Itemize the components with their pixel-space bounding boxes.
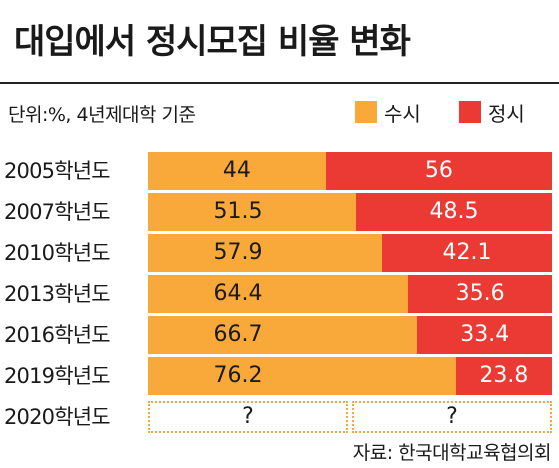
bar-segment-susi bbox=[148, 193, 357, 231]
value-label-susi: ? bbox=[242, 404, 254, 429]
source-note: 자료: 한국대학교육협의회 bbox=[352, 442, 552, 464]
legend-item-susi: 수시 bbox=[355, 100, 421, 126]
row-label: 2020학년도 bbox=[4, 405, 111, 429]
value-label-jeongsi: 42.1 bbox=[442, 240, 492, 265]
bar-segment-susi bbox=[148, 275, 409, 313]
legend-swatch-susi bbox=[355, 101, 377, 123]
bar-segment-susi bbox=[148, 234, 382, 272]
value-label-jeongsi: 23.8 bbox=[479, 363, 529, 388]
value-label-jeongsi: 35.6 bbox=[455, 281, 505, 306]
bar-segment-jeongsi bbox=[325, 152, 552, 190]
value-label-susi: 57.9 bbox=[213, 240, 263, 265]
legend-item-jeongsi: 정시 bbox=[459, 100, 525, 126]
bar-segment-jeongsi bbox=[381, 234, 552, 272]
row-label: 2016학년도 bbox=[4, 323, 111, 347]
value-label-susi: 64.4 bbox=[213, 281, 263, 306]
bar-segment-susi bbox=[148, 357, 456, 395]
title-divider bbox=[0, 82, 559, 84]
unit-note: 단위:%, 4년제대학 기준 bbox=[8, 104, 196, 126]
row-label: 2019학년도 bbox=[4, 364, 111, 388]
value-label-jeongsi: 56 bbox=[424, 158, 453, 183]
row-label: 2007학년도 bbox=[4, 200, 111, 224]
bar-segment-jeongsi bbox=[408, 275, 552, 313]
value-label-susi: 51.5 bbox=[213, 199, 263, 224]
value-label-jeongsi: 33.4 bbox=[460, 322, 510, 347]
row-label: 2013학년도 bbox=[4, 282, 111, 306]
chart-title: 대입에서 정시모집 비율 변화 bbox=[14, 22, 411, 62]
bar-segment-susi bbox=[148, 152, 326, 190]
bar-segment-susi-pending bbox=[148, 401, 348, 433]
value-label-susi: 76.2 bbox=[213, 363, 263, 388]
bar-segment-jeongsi-pending bbox=[352, 401, 552, 433]
value-label-susi: 66.7 bbox=[213, 322, 263, 347]
legend-label-jeongsi: 정시 bbox=[488, 101, 525, 126]
bar-segment-susi bbox=[148, 316, 418, 354]
value-label-susi: 44 bbox=[222, 158, 251, 183]
value-label-jeongsi: ? bbox=[446, 404, 458, 429]
row-label: 2005학년도 bbox=[4, 159, 111, 183]
row-label: 2010학년도 bbox=[4, 241, 111, 265]
bar-segment-jeongsi bbox=[455, 357, 552, 395]
legend-swatch-jeongsi bbox=[459, 101, 481, 123]
bar-segment-jeongsi bbox=[417, 316, 552, 354]
legend-label-susi: 수시 bbox=[384, 101, 421, 126]
value-label-jeongsi: 48.5 bbox=[429, 199, 479, 224]
bar-segment-jeongsi bbox=[356, 193, 552, 231]
